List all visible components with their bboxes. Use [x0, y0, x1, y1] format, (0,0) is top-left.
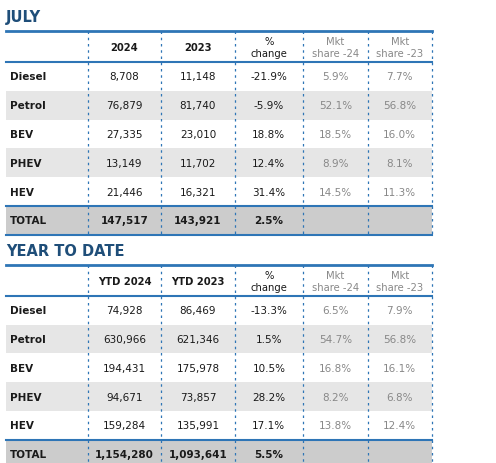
Text: YTD 2024: YTD 2024 — [98, 276, 151, 286]
Text: 2024: 2024 — [111, 43, 138, 53]
Text: 7.7%: 7.7% — [386, 72, 413, 82]
Bar — [6, 354, 432, 382]
Text: 16.1%: 16.1% — [383, 363, 416, 373]
Text: 18.8%: 18.8% — [252, 130, 285, 140]
Text: 16,321: 16,321 — [180, 187, 216, 197]
Text: 147,517: 147,517 — [101, 216, 148, 226]
Text: 11.3%: 11.3% — [383, 187, 416, 197]
Text: 16.8%: 16.8% — [319, 363, 352, 373]
Text: 74,928: 74,928 — [106, 306, 143, 316]
Text: BEV: BEV — [10, 363, 33, 373]
Bar — [6, 440, 432, 463]
Text: 630,966: 630,966 — [103, 334, 146, 344]
Text: JULY: JULY — [6, 10, 41, 25]
Text: 17.1%: 17.1% — [252, 420, 285, 431]
Text: TOTAL: TOTAL — [10, 449, 47, 459]
Text: 23,010: 23,010 — [180, 130, 216, 140]
Text: 14.5%: 14.5% — [319, 187, 352, 197]
Text: Diesel: Diesel — [10, 72, 46, 82]
Text: 18.5%: 18.5% — [319, 130, 352, 140]
Text: Mkt
share -24: Mkt share -24 — [311, 37, 359, 59]
Text: YTD 2023: YTD 2023 — [171, 276, 225, 286]
Text: 194,431: 194,431 — [103, 363, 146, 373]
Text: Mkt
share -23: Mkt share -23 — [376, 37, 424, 59]
Bar — [6, 63, 432, 92]
Text: 81,740: 81,740 — [180, 101, 216, 111]
Text: 73,857: 73,857 — [180, 392, 216, 402]
Text: 54.7%: 54.7% — [319, 334, 352, 344]
Text: 6.8%: 6.8% — [386, 392, 413, 402]
Bar — [6, 92, 432, 120]
Text: 1.5%: 1.5% — [255, 334, 282, 344]
Text: TOTAL: TOTAL — [10, 216, 47, 226]
Text: 11,702: 11,702 — [180, 158, 216, 169]
Text: 5.5%: 5.5% — [254, 449, 283, 459]
Text: 7.9%: 7.9% — [386, 306, 413, 316]
Text: 76,879: 76,879 — [106, 101, 143, 111]
Text: 8.2%: 8.2% — [322, 392, 349, 402]
Text: -21.9%: -21.9% — [250, 72, 287, 82]
Text: 12.4%: 12.4% — [383, 420, 416, 431]
Text: 5.9%: 5.9% — [322, 72, 349, 82]
Text: 10.5%: 10.5% — [252, 363, 285, 373]
Text: 8,708: 8,708 — [110, 72, 139, 82]
Text: 2023: 2023 — [184, 43, 212, 53]
Text: Petrol: Petrol — [10, 101, 46, 111]
Bar — [6, 120, 432, 149]
Text: 135,991: 135,991 — [177, 420, 219, 431]
Text: 11,148: 11,148 — [180, 72, 216, 82]
Bar — [6, 149, 432, 178]
Text: %
change: % change — [250, 270, 287, 292]
Text: Petrol: Petrol — [10, 334, 46, 344]
Text: BEV: BEV — [10, 130, 33, 140]
Text: 52.1%: 52.1% — [319, 101, 352, 111]
Text: 86,469: 86,469 — [180, 306, 216, 316]
Text: 56.8%: 56.8% — [383, 334, 416, 344]
Text: PHEV: PHEV — [10, 392, 42, 402]
Text: 31.4%: 31.4% — [252, 187, 285, 197]
Text: YEAR TO DATE: YEAR TO DATE — [6, 244, 124, 258]
Bar — [6, 178, 432, 206]
Text: 13.8%: 13.8% — [319, 420, 352, 431]
Text: 8.9%: 8.9% — [322, 158, 349, 169]
Text: 1,093,641: 1,093,641 — [169, 449, 227, 459]
Bar — [6, 206, 432, 235]
Text: HEV: HEV — [10, 187, 34, 197]
Text: 159,284: 159,284 — [103, 420, 146, 431]
Text: 16.0%: 16.0% — [383, 130, 416, 140]
Text: 94,671: 94,671 — [106, 392, 143, 402]
Text: 621,346: 621,346 — [177, 334, 219, 344]
Bar — [6, 382, 432, 411]
Text: PHEV: PHEV — [10, 158, 42, 169]
Text: 143,921: 143,921 — [174, 216, 222, 226]
Text: 13,149: 13,149 — [106, 158, 143, 169]
Bar — [6, 296, 432, 325]
Text: 2.5%: 2.5% — [254, 216, 283, 226]
Text: %
change: % change — [250, 37, 287, 59]
Text: HEV: HEV — [10, 420, 34, 431]
Text: 12.4%: 12.4% — [252, 158, 285, 169]
Bar — [6, 325, 432, 354]
Text: 1,154,280: 1,154,280 — [95, 449, 154, 459]
Text: 21,446: 21,446 — [106, 187, 143, 197]
Text: 6.5%: 6.5% — [322, 306, 349, 316]
Text: -13.3%: -13.3% — [250, 306, 287, 316]
Text: 175,978: 175,978 — [177, 363, 219, 373]
Text: Diesel: Diesel — [10, 306, 46, 316]
Text: -5.9%: -5.9% — [254, 101, 284, 111]
Text: 27,335: 27,335 — [106, 130, 143, 140]
Text: 56.8%: 56.8% — [383, 101, 416, 111]
Bar — [6, 411, 432, 440]
Text: 28.2%: 28.2% — [252, 392, 285, 402]
Text: Mkt
share -23: Mkt share -23 — [376, 270, 424, 292]
Text: Mkt
share -24: Mkt share -24 — [311, 270, 359, 292]
Text: 8.1%: 8.1% — [386, 158, 413, 169]
